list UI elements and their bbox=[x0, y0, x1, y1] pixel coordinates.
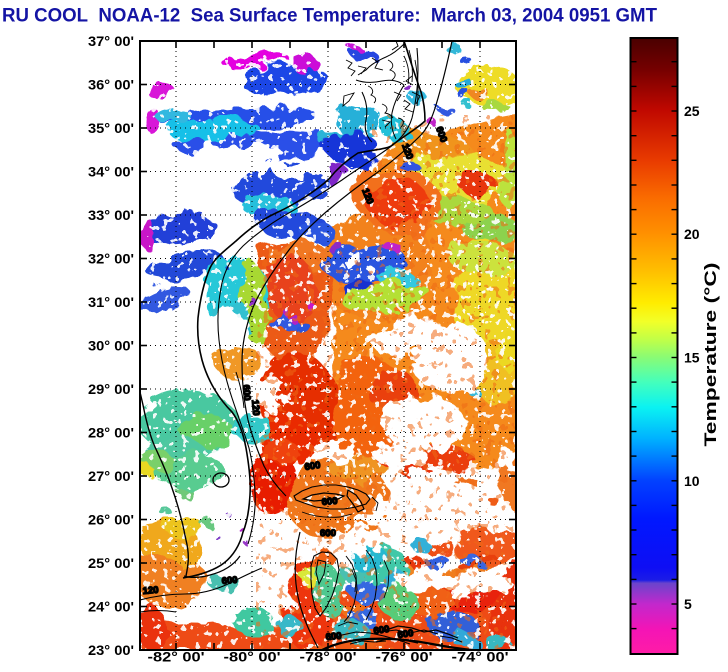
svg-text:25: 25 bbox=[684, 103, 700, 119]
svg-text:37° 00': 37° 00' bbox=[88, 33, 134, 49]
svg-text:26° 00': 26° 00' bbox=[88, 512, 134, 528]
svg-text:600: 600 bbox=[397, 628, 414, 641]
svg-text:25° 00': 25° 00' bbox=[88, 555, 134, 571]
svg-text:-78° 00': -78° 00' bbox=[300, 649, 357, 665]
svg-text:-76° 00': -76° 00' bbox=[376, 649, 433, 665]
svg-text:600: 600 bbox=[240, 384, 252, 401]
svg-text:35° 00': 35° 00' bbox=[88, 120, 134, 136]
svg-text:5: 5 bbox=[684, 596, 692, 612]
svg-text:600: 600 bbox=[304, 460, 321, 473]
svg-text:36° 00': 36° 00' bbox=[88, 77, 134, 93]
svg-text:20: 20 bbox=[684, 226, 700, 242]
svg-text:600: 600 bbox=[325, 631, 342, 643]
svg-text:-82° 00': -82° 00' bbox=[148, 649, 205, 665]
svg-text:28° 00': 28° 00' bbox=[88, 425, 134, 441]
svg-text:600: 600 bbox=[221, 575, 238, 587]
svg-text:33° 00': 33° 00' bbox=[88, 207, 134, 223]
svg-text:Temperature (°C): Temperature (°C) bbox=[702, 263, 720, 447]
svg-text:34° 00': 34° 00' bbox=[88, 164, 134, 180]
svg-text:15: 15 bbox=[684, 350, 700, 366]
svg-text:29° 00': 29° 00' bbox=[88, 381, 134, 397]
svg-text:600: 600 bbox=[320, 528, 336, 539]
svg-text:-74° 00': -74° 00' bbox=[452, 649, 509, 665]
svg-text:120: 120 bbox=[142, 585, 159, 597]
svg-text:-80° 00': -80° 00' bbox=[224, 649, 281, 665]
svg-text:120: 120 bbox=[249, 399, 261, 416]
svg-text:600: 600 bbox=[373, 624, 390, 637]
svg-text:RU COOL NOAA-12 Sea Surface: RU COOL NOAA-12 Sea Surface Temperature:… bbox=[2, 6, 657, 27]
svg-text:600: 600 bbox=[321, 496, 338, 508]
svg-text:23° 00': 23° 00' bbox=[88, 642, 134, 658]
svg-text:24° 00': 24° 00' bbox=[88, 599, 134, 615]
svg-text:30° 00': 30° 00' bbox=[88, 338, 134, 354]
svg-text:10: 10 bbox=[684, 473, 700, 489]
svg-text:32° 00': 32° 00' bbox=[88, 251, 134, 267]
svg-text:27° 00': 27° 00' bbox=[88, 468, 134, 484]
svg-text:31° 00': 31° 00' bbox=[88, 294, 134, 310]
